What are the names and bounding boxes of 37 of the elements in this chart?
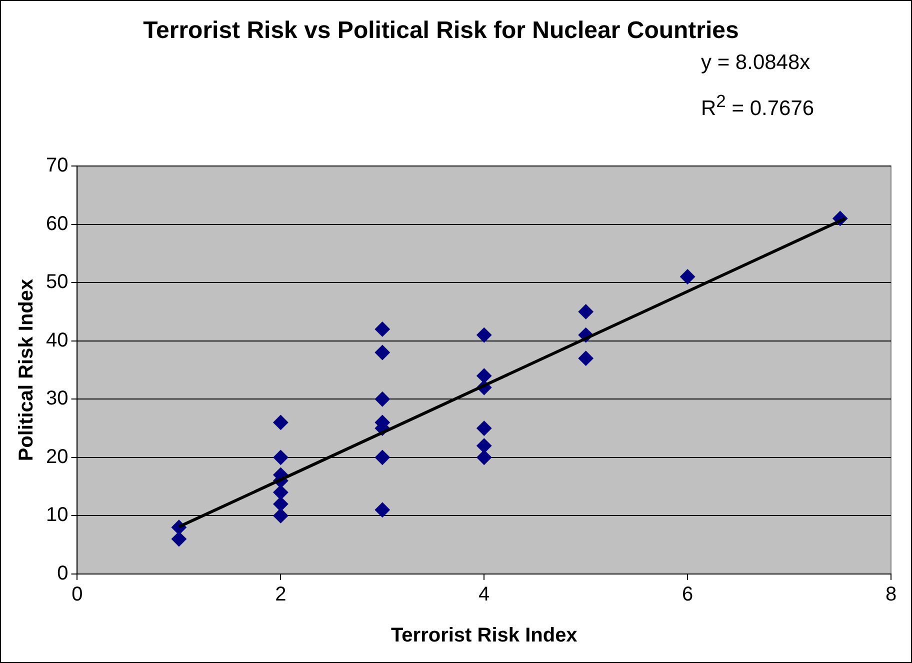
x-tick-label: 8 — [885, 584, 897, 606]
chart-title: Terrorist Risk vs Political Risk for Nuclear Countries — [142, 16, 740, 46]
x-tick-label: 6 — [682, 584, 694, 606]
y-tick-label: 70 — [46, 154, 68, 177]
y-axis-title: Political Risk Index — [16, 278, 38, 462]
x-tick-label: 4 — [478, 584, 490, 606]
y-tick-label: 30 — [46, 388, 68, 410]
y-tick-label: 50 — [46, 271, 68, 294]
y-tick-label: 60 — [46, 212, 68, 235]
point — [273, 508, 288, 524]
point — [374, 450, 390, 465]
point — [273, 450, 288, 465]
point — [374, 345, 390, 360]
text: R$^{2}$ = 0.7676 — [701, 91, 814, 121]
x-axis-title: Terrorist Risk Index — [390, 624, 578, 647]
point — [476, 450, 492, 465]
point — [374, 392, 390, 407]
y-tick-label: 40 — [46, 329, 68, 352]
y-tick-label: 0 — [57, 562, 68, 585]
point — [476, 420, 492, 436]
point — [374, 502, 390, 518]
x-tick-label: 0 — [72, 584, 83, 606]
point — [273, 414, 288, 430]
y-tick-label: 20 — [46, 446, 68, 468]
point — [273, 484, 288, 500]
x-tick-label: 2 — [275, 584, 286, 606]
point — [476, 328, 492, 343]
point — [374, 322, 390, 337]
point — [680, 269, 696, 284]
point — [273, 496, 288, 512]
y-tick-label: 10 — [46, 504, 68, 526]
point — [578, 350, 594, 366]
point — [578, 304, 594, 320]
point — [476, 368, 492, 384]
text: y = 8.0848x — [701, 51, 810, 75]
point — [171, 532, 186, 547]
point — [476, 438, 492, 454]
